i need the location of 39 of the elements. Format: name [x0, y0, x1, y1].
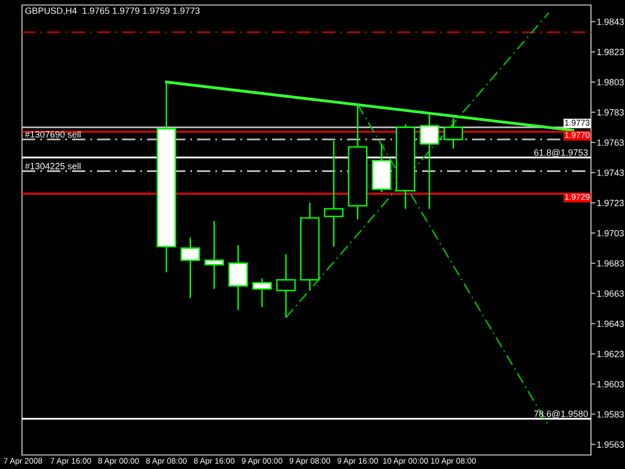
- x-tick-label: 9 Apr 16:00: [337, 458, 378, 466]
- y-tick-label: 1.9843: [597, 18, 624, 25]
- ref-line-label: 1.9729: [565, 194, 590, 200]
- candlestick: [180, 236, 200, 299]
- y-tick-label: 1.9783: [597, 109, 624, 116]
- y-tick-label: 1.9823: [597, 48, 624, 56]
- candlestick: [228, 244, 248, 311]
- y-tick-label: 1.9563: [597, 441, 624, 448]
- x-tick-label: 10 Apr 00:00: [383, 458, 428, 466]
- y-tick-label: 1.9603: [597, 380, 624, 388]
- candlestick: [276, 253, 296, 318]
- y-tick-label: 1.9643: [597, 320, 624, 327]
- y-tick-label: 1.9683: [597, 260, 624, 267]
- x-tick-label: 8 Apr 08:00: [146, 458, 187, 466]
- ref-line-label: 61.8@1.9753: [534, 149, 588, 157]
- chart-title: GBPUSD,H4 1.9765 1.9779 1.9759 1.9773: [25, 7, 200, 15]
- x-tick-label: 9 Apr 00:00: [242, 458, 282, 466]
- y-tick-label: 1.9583: [597, 411, 624, 418]
- candlestick: [252, 278, 272, 308]
- ref-line-label: 1.9773: [565, 120, 590, 126]
- candlestick: [444, 118, 464, 150]
- y-tick-label: 1.9723: [597, 200, 624, 206]
- x-tick-label: 10 Apr 08:00: [431, 458, 476, 466]
- y-tick-label: 1.9803: [597, 78, 624, 86]
- x-tick-label: 8 Apr 16:00: [194, 458, 235, 466]
- y-tick-label: 1.9623: [597, 350, 624, 358]
- x-tick-label: 9 Apr 08:00: [290, 458, 330, 466]
- x-tick-label: 8 Apr 00:00: [98, 458, 139, 466]
- x-tick-label: 7 Apr 16:00: [50, 458, 92, 466]
- x-tick-label: 7 Apr 2008: [4, 458, 42, 466]
- candlestick: [324, 140, 344, 248]
- y-tick-label: 1.9763: [597, 139, 624, 146]
- y-tick-label: 1.9743: [597, 170, 624, 176]
- ref-line-label: #1304225 sell: [24, 162, 80, 170]
- ref-line-label: #1307690 sell: [24, 130, 80, 138]
- ref-line-label: 1.9770: [565, 132, 590, 138]
- candlestick: [204, 220, 224, 290]
- y-tick-label: 1.9663: [597, 290, 624, 297]
- y-tick-label: 1.9703: [597, 230, 624, 236]
